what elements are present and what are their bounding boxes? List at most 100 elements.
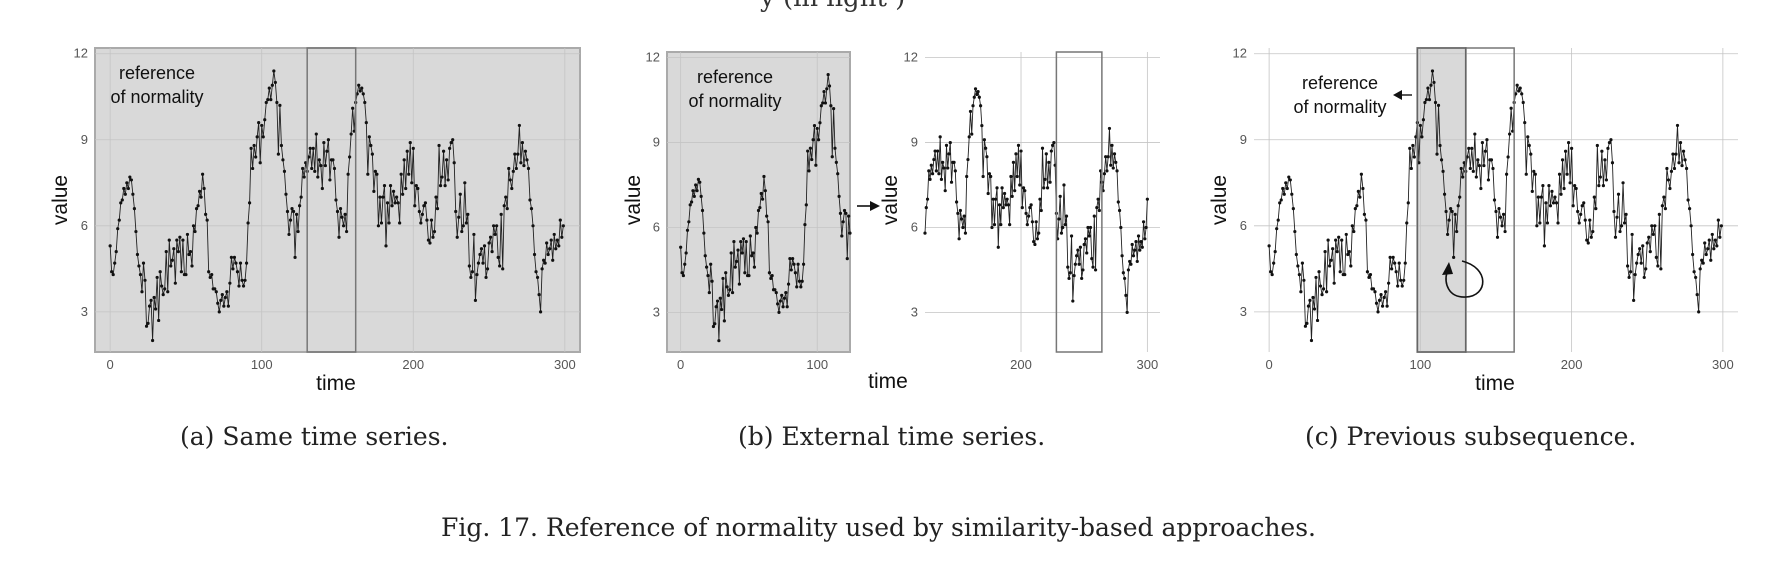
data-point bbox=[1390, 267, 1394, 271]
data-point bbox=[1483, 149, 1488, 153]
data-point bbox=[272, 69, 276, 73]
data-point bbox=[1585, 238, 1589, 242]
data-point bbox=[1144, 225, 1148, 230]
data-point bbox=[1061, 225, 1065, 230]
data-point bbox=[984, 146, 988, 150]
annotation-line-1: reference bbox=[1302, 73, 1378, 93]
data-point bbox=[702, 231, 706, 235]
data-point bbox=[1329, 258, 1333, 262]
data-point bbox=[1388, 255, 1392, 259]
data-point bbox=[510, 186, 514, 191]
x-axis-label: time bbox=[1475, 372, 1515, 395]
data-point bbox=[1000, 186, 1004, 190]
data-point bbox=[387, 221, 391, 225]
data-point bbox=[341, 224, 346, 228]
data-point bbox=[1554, 201, 1559, 205]
data-point bbox=[138, 272, 143, 277]
data-point bbox=[1387, 281, 1391, 285]
data-point bbox=[308, 146, 312, 150]
data-point bbox=[1303, 324, 1308, 328]
data-point bbox=[1601, 184, 1605, 188]
data-point bbox=[1371, 287, 1376, 291]
data-point bbox=[119, 201, 123, 205]
annotation-line-2: of normality bbox=[110, 87, 203, 107]
data-point bbox=[1399, 278, 1403, 282]
data-point bbox=[1350, 224, 1354, 228]
data-point bbox=[364, 120, 368, 125]
data-point bbox=[1328, 264, 1332, 268]
y-tick-label: 6 bbox=[911, 219, 918, 234]
data-point bbox=[966, 157, 970, 162]
data-point bbox=[977, 95, 981, 99]
data-point bbox=[492, 224, 496, 228]
data-point bbox=[1583, 218, 1587, 222]
data-point bbox=[1703, 241, 1707, 245]
data-point bbox=[1010, 194, 1014, 198]
data-point bbox=[419, 221, 423, 225]
data-point bbox=[1116, 200, 1120, 204]
data-point bbox=[981, 174, 985, 179]
data-point bbox=[167, 238, 171, 242]
data-point bbox=[294, 212, 299, 216]
data-point bbox=[1648, 250, 1652, 254]
data-point bbox=[144, 324, 149, 328]
data-point bbox=[714, 305, 718, 309]
data-point bbox=[122, 186, 126, 191]
data-point bbox=[1385, 304, 1389, 308]
data-point bbox=[379, 221, 384, 225]
data-point bbox=[226, 304, 230, 308]
data-point bbox=[729, 251, 733, 255]
data-point bbox=[1449, 207, 1453, 211]
data-point bbox=[134, 229, 138, 234]
data-point bbox=[484, 275, 488, 280]
data-point bbox=[1573, 184, 1577, 188]
data-point bbox=[1618, 229, 1622, 234]
data-point bbox=[1509, 106, 1513, 110]
panel-a-caption: (a) Same time series. bbox=[180, 422, 449, 451]
data-point bbox=[763, 189, 767, 193]
data-point bbox=[110, 270, 114, 274]
data-point bbox=[1444, 209, 1448, 214]
data-point bbox=[1668, 186, 1672, 191]
data-point bbox=[1284, 181, 1288, 185]
data-point bbox=[472, 232, 476, 237]
data-point bbox=[765, 214, 769, 218]
data-point bbox=[758, 206, 762, 210]
data-point bbox=[117, 218, 121, 222]
x-tick-label: 300 bbox=[1137, 357, 1159, 372]
data-point bbox=[502, 204, 506, 208]
data-point bbox=[696, 177, 701, 181]
data-point bbox=[1073, 262, 1077, 266]
data-point bbox=[1121, 271, 1125, 275]
data-point bbox=[1656, 264, 1660, 268]
data-point bbox=[703, 254, 707, 258]
data-point bbox=[399, 172, 403, 176]
data-point bbox=[361, 92, 365, 96]
data-point bbox=[401, 192, 405, 196]
data-point bbox=[393, 201, 397, 205]
x-tick-label: 200 bbox=[1010, 357, 1032, 372]
data-point bbox=[363, 100, 367, 105]
data-point bbox=[1325, 290, 1329, 294]
data-point bbox=[1145, 197, 1149, 201]
data-point bbox=[1379, 293, 1383, 297]
data-point bbox=[1609, 138, 1613, 142]
data-point bbox=[526, 166, 531, 171]
data-point bbox=[132, 207, 137, 211]
data-point bbox=[357, 83, 361, 87]
data-point bbox=[713, 322, 717, 326]
data-point bbox=[766, 220, 770, 224]
data-point bbox=[464, 221, 468, 225]
data-point bbox=[1660, 204, 1664, 208]
data-point bbox=[943, 189, 947, 193]
data-point bbox=[213, 287, 217, 291]
data-point bbox=[322, 141, 326, 145]
data-point bbox=[522, 163, 526, 168]
data-point bbox=[451, 138, 455, 142]
data-point bbox=[1011, 160, 1016, 164]
data-point bbox=[814, 163, 818, 167]
data-point bbox=[1402, 278, 1406, 282]
data-point bbox=[520, 141, 525, 145]
data-point bbox=[946, 166, 950, 170]
data-point bbox=[220, 293, 224, 297]
